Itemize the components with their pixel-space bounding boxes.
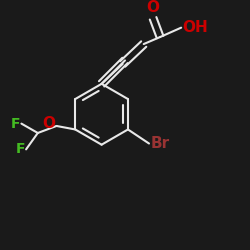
Text: F: F: [11, 116, 20, 130]
Text: Br: Br: [150, 136, 169, 151]
Text: O: O: [42, 116, 55, 131]
Text: O: O: [146, 0, 160, 15]
Text: OH: OH: [182, 20, 208, 35]
Text: F: F: [16, 142, 25, 156]
